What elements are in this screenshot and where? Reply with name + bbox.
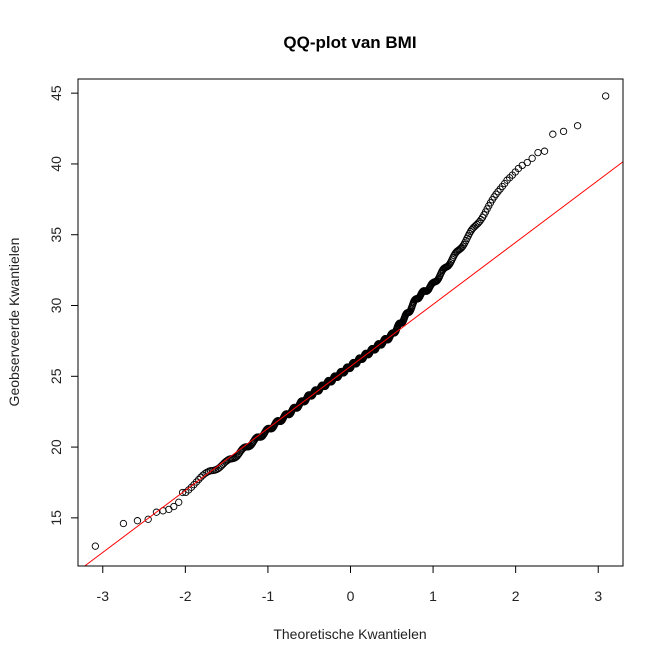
data-point [523, 158, 531, 167]
data-point [573, 122, 582, 130]
data-point [528, 154, 536, 162]
y-tick-label: 25 [48, 368, 64, 384]
y-tick-label: 30 [48, 298, 64, 314]
data-point [170, 502, 178, 511]
data-points [91, 92, 610, 550]
data-point [492, 190, 500, 198]
reference-line-group [84, 161, 624, 567]
data-point [494, 188, 502, 196]
data-point [190, 481, 198, 489]
data-point [460, 240, 468, 249]
data-point [187, 483, 196, 491]
data-point [119, 519, 128, 528]
data-point [471, 221, 480, 230]
y-tick-label: 15 [48, 510, 64, 526]
x-tick-label: -2 [179, 588, 192, 604]
plot-frame [77, 78, 624, 567]
x-tick-label: 2 [512, 588, 520, 604]
data-point [195, 475, 203, 484]
y-tick-label: 45 [48, 85, 64, 101]
data-point [197, 473, 205, 481]
y-tick-label: 20 [48, 439, 64, 455]
data-point [534, 148, 542, 157]
data-point [602, 92, 610, 100]
y-tick-label: 35 [48, 227, 64, 243]
data-point [133, 517, 142, 525]
x-tick-label: -3 [97, 588, 110, 604]
data-point [540, 147, 549, 155]
y-axis: 15 20 25 30 35 40 45 [48, 85, 79, 526]
data-point [91, 542, 99, 550]
data-point [465, 230, 474, 238]
data-point [192, 478, 201, 486]
data-point [549, 130, 557, 138]
x-tick-label: 0 [347, 588, 355, 604]
x-tick-label: 1 [429, 588, 437, 604]
data-point [175, 498, 183, 506]
y-tick-label: 40 [48, 156, 64, 172]
x-axis-title: Theoretische Kwantielen [273, 626, 426, 642]
data-point [469, 224, 477, 232]
chart-title: QQ-plot van BMI [283, 33, 416, 52]
x-tick-label: 3 [594, 588, 602, 604]
y-axis-title: Geobserveerde Kwantielen [6, 238, 22, 407]
data-point [178, 488, 187, 497]
data-point [459, 242, 467, 250]
data-point [152, 508, 161, 516]
x-tick-label: -1 [262, 588, 275, 604]
x-axis: -3 -2 -1 0 1 2 3 [97, 565, 602, 604]
data-point [503, 176, 511, 184]
data-point [559, 127, 568, 136]
reference-line [84, 161, 624, 567]
data-point [470, 223, 478, 231]
data-point [144, 515, 152, 523]
